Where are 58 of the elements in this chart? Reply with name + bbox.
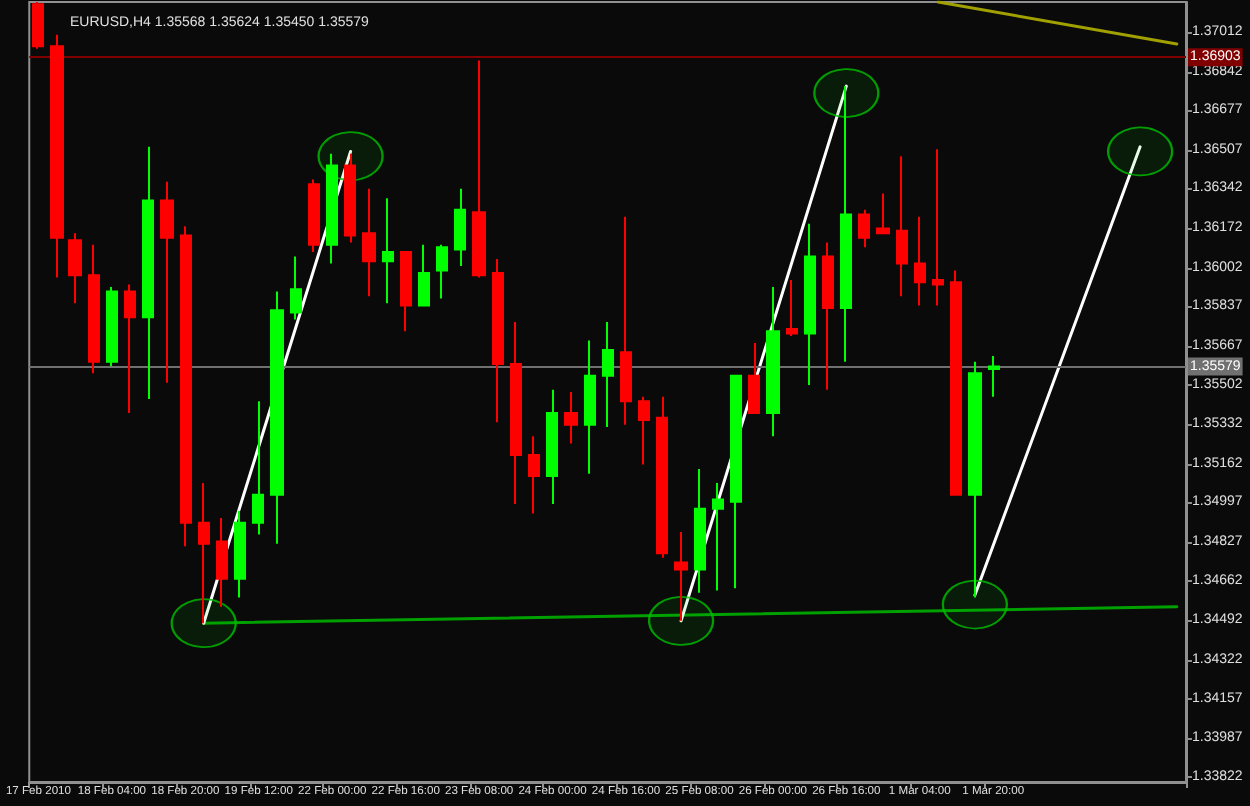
candlestick [656, 395, 668, 559]
candlestick [988, 355, 1000, 398]
candlestick [492, 257, 504, 424]
candlestick [68, 232, 82, 305]
candlestick [712, 482, 724, 592]
candlestick [546, 388, 558, 506]
candlestick [932, 148, 944, 307]
candlestick [950, 269, 962, 496]
candlestick [252, 400, 264, 536]
candlestick [968, 360, 982, 599]
candlestick [896, 155, 908, 298]
candlestick [32, 1, 44, 50]
candlestick [694, 468, 706, 594]
candlestick [290, 255, 302, 321]
candlestick [436, 243, 448, 300]
candlestick [234, 510, 246, 599]
candlestick [362, 187, 376, 298]
candlestick [528, 435, 540, 515]
candlestick [326, 152, 338, 265]
candlestick [382, 197, 394, 305]
candlestick [786, 278, 798, 337]
candlestick [400, 250, 412, 333]
candlestick [564, 391, 578, 445]
candlestick [344, 152, 356, 244]
candlestick [822, 241, 834, 391]
candlestick [914, 215, 926, 307]
candlestick [730, 374, 742, 590]
candlestick [180, 225, 192, 548]
candlestick [142, 145, 154, 401]
candlestick [472, 59, 486, 279]
candlestick [50, 33, 64, 279]
candlestick [602, 320, 614, 429]
candlestick [124, 283, 136, 415]
candlestick [748, 341, 760, 415]
candlestick [270, 290, 284, 545]
candlestick [418, 243, 430, 307]
candlestick [308, 178, 320, 253]
point [648, 595, 715, 646]
candlestick [106, 285, 118, 368]
candlestick [858, 208, 870, 249]
candlestick [454, 187, 466, 267]
candlestick [216, 517, 228, 608]
point [941, 579, 1008, 630]
candlestick [198, 482, 210, 625]
candlestick [510, 320, 522, 506]
candlestick [160, 180, 174, 384]
candlestick [584, 339, 596, 475]
point [170, 598, 237, 649]
candlestick [766, 285, 780, 438]
candlestick [674, 531, 688, 622]
candlestick [638, 395, 650, 466]
point [1107, 126, 1174, 177]
candlestick [620, 215, 632, 426]
point [813, 68, 880, 119]
candlestick [876, 192, 890, 235]
candlestick [804, 222, 816, 386]
candlestick [840, 85, 852, 363]
candlestick [88, 243, 100, 375]
